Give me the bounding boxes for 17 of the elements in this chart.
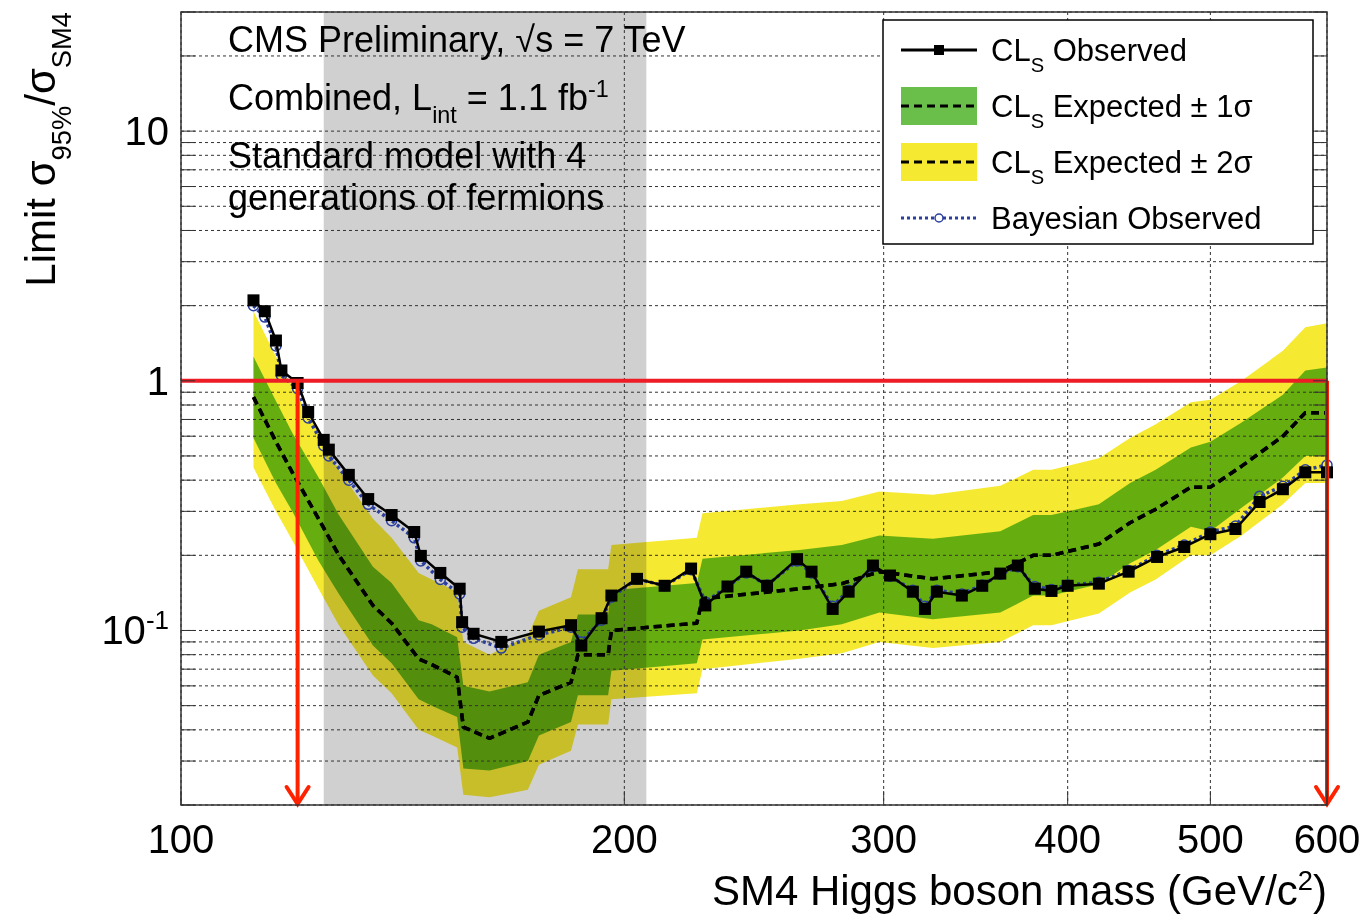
legend-label: CL$_{S}$ Expected ± 1σ <box>991 89 1253 132</box>
x-tick-label: 400 <box>1034 817 1102 861</box>
legend-label: Bayesian Observed <box>991 201 1262 236</box>
legend-label: CL$_{S}$ Expected ± 2σ <box>991 145 1253 188</box>
annotation: Combined, L$_{int}$ = 1.1 fb$^{-1}$ <box>228 76 609 128</box>
annotation: CMS Preliminary, √s = 7 TeV <box>228 19 686 60</box>
x-tick-label: 300 <box>850 817 918 861</box>
x-axis-title: SM4 Higgs boson mass (GeV/c$^{2}$) <box>711 864 1327 914</box>
y-tick-label: 1 <box>146 358 169 403</box>
annotation: Standard model with 4 generations of fermions <box>228 135 605 218</box>
x-tick-label: 500 <box>1177 817 1244 861</box>
x-tick-label: 200 <box>590 817 658 861</box>
x-tick-label: 100 <box>147 817 215 861</box>
y-tick-label: 10$^{-1}$ <box>101 605 169 653</box>
legend-label: CL$_{S}$ Observed <box>991 33 1188 76</box>
x-tick-label: 600 <box>1293 817 1361 861</box>
y-tick-label: 10 <box>124 109 169 154</box>
